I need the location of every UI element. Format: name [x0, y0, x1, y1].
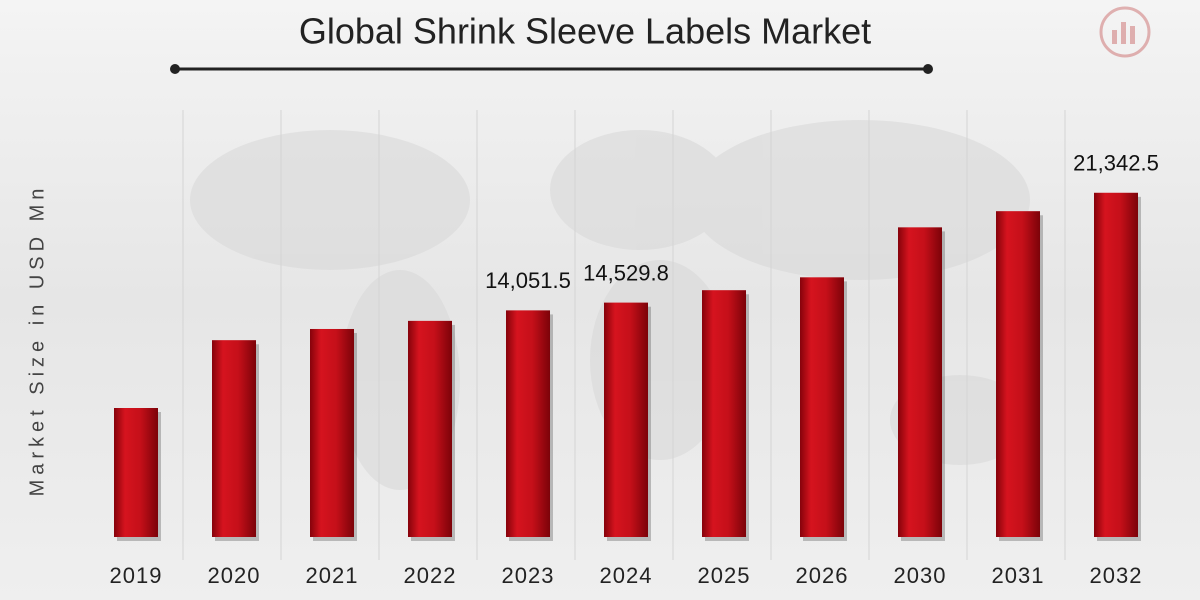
x-tick-label: 2021	[306, 563, 359, 588]
bar-shade	[408, 320, 452, 537]
y-axis-label: Market Size in USD Mn	[26, 184, 48, 497]
x-tick-label: 2024	[600, 563, 653, 588]
x-tick-label: 2023	[502, 563, 555, 588]
x-tick-label: 2020	[208, 563, 261, 588]
x-tick-label: 2030	[894, 563, 947, 588]
x-tick-label: 2025	[698, 563, 751, 588]
bar-shade	[506, 310, 550, 537]
bar-shade	[800, 277, 844, 537]
bar-shade	[702, 290, 746, 537]
x-tick-label: 2019	[110, 563, 163, 588]
bar-shade	[212, 340, 256, 537]
value-label: 14,051.5	[485, 268, 571, 293]
title-dot	[923, 64, 933, 74]
bar-shade	[898, 227, 942, 537]
x-tick-label: 2032	[1090, 563, 1143, 588]
x-tick-label: 2026	[796, 563, 849, 588]
x-tick-label: 2022	[404, 563, 457, 588]
value-label: 21,342.5	[1073, 151, 1159, 176]
value-label: 14,529.8	[583, 261, 669, 286]
bar-shade	[604, 302, 648, 537]
bar-shade	[310, 328, 354, 537]
bar-shade	[996, 211, 1040, 537]
bar-shade	[114, 408, 158, 537]
chart-title: Global Shrink Sleeve Labels Market	[299, 11, 871, 52]
title-dot	[170, 64, 180, 74]
bar-shade	[1094, 192, 1138, 538]
x-tick-label: 2031	[992, 563, 1045, 588]
logo	[1099, 6, 1151, 58]
